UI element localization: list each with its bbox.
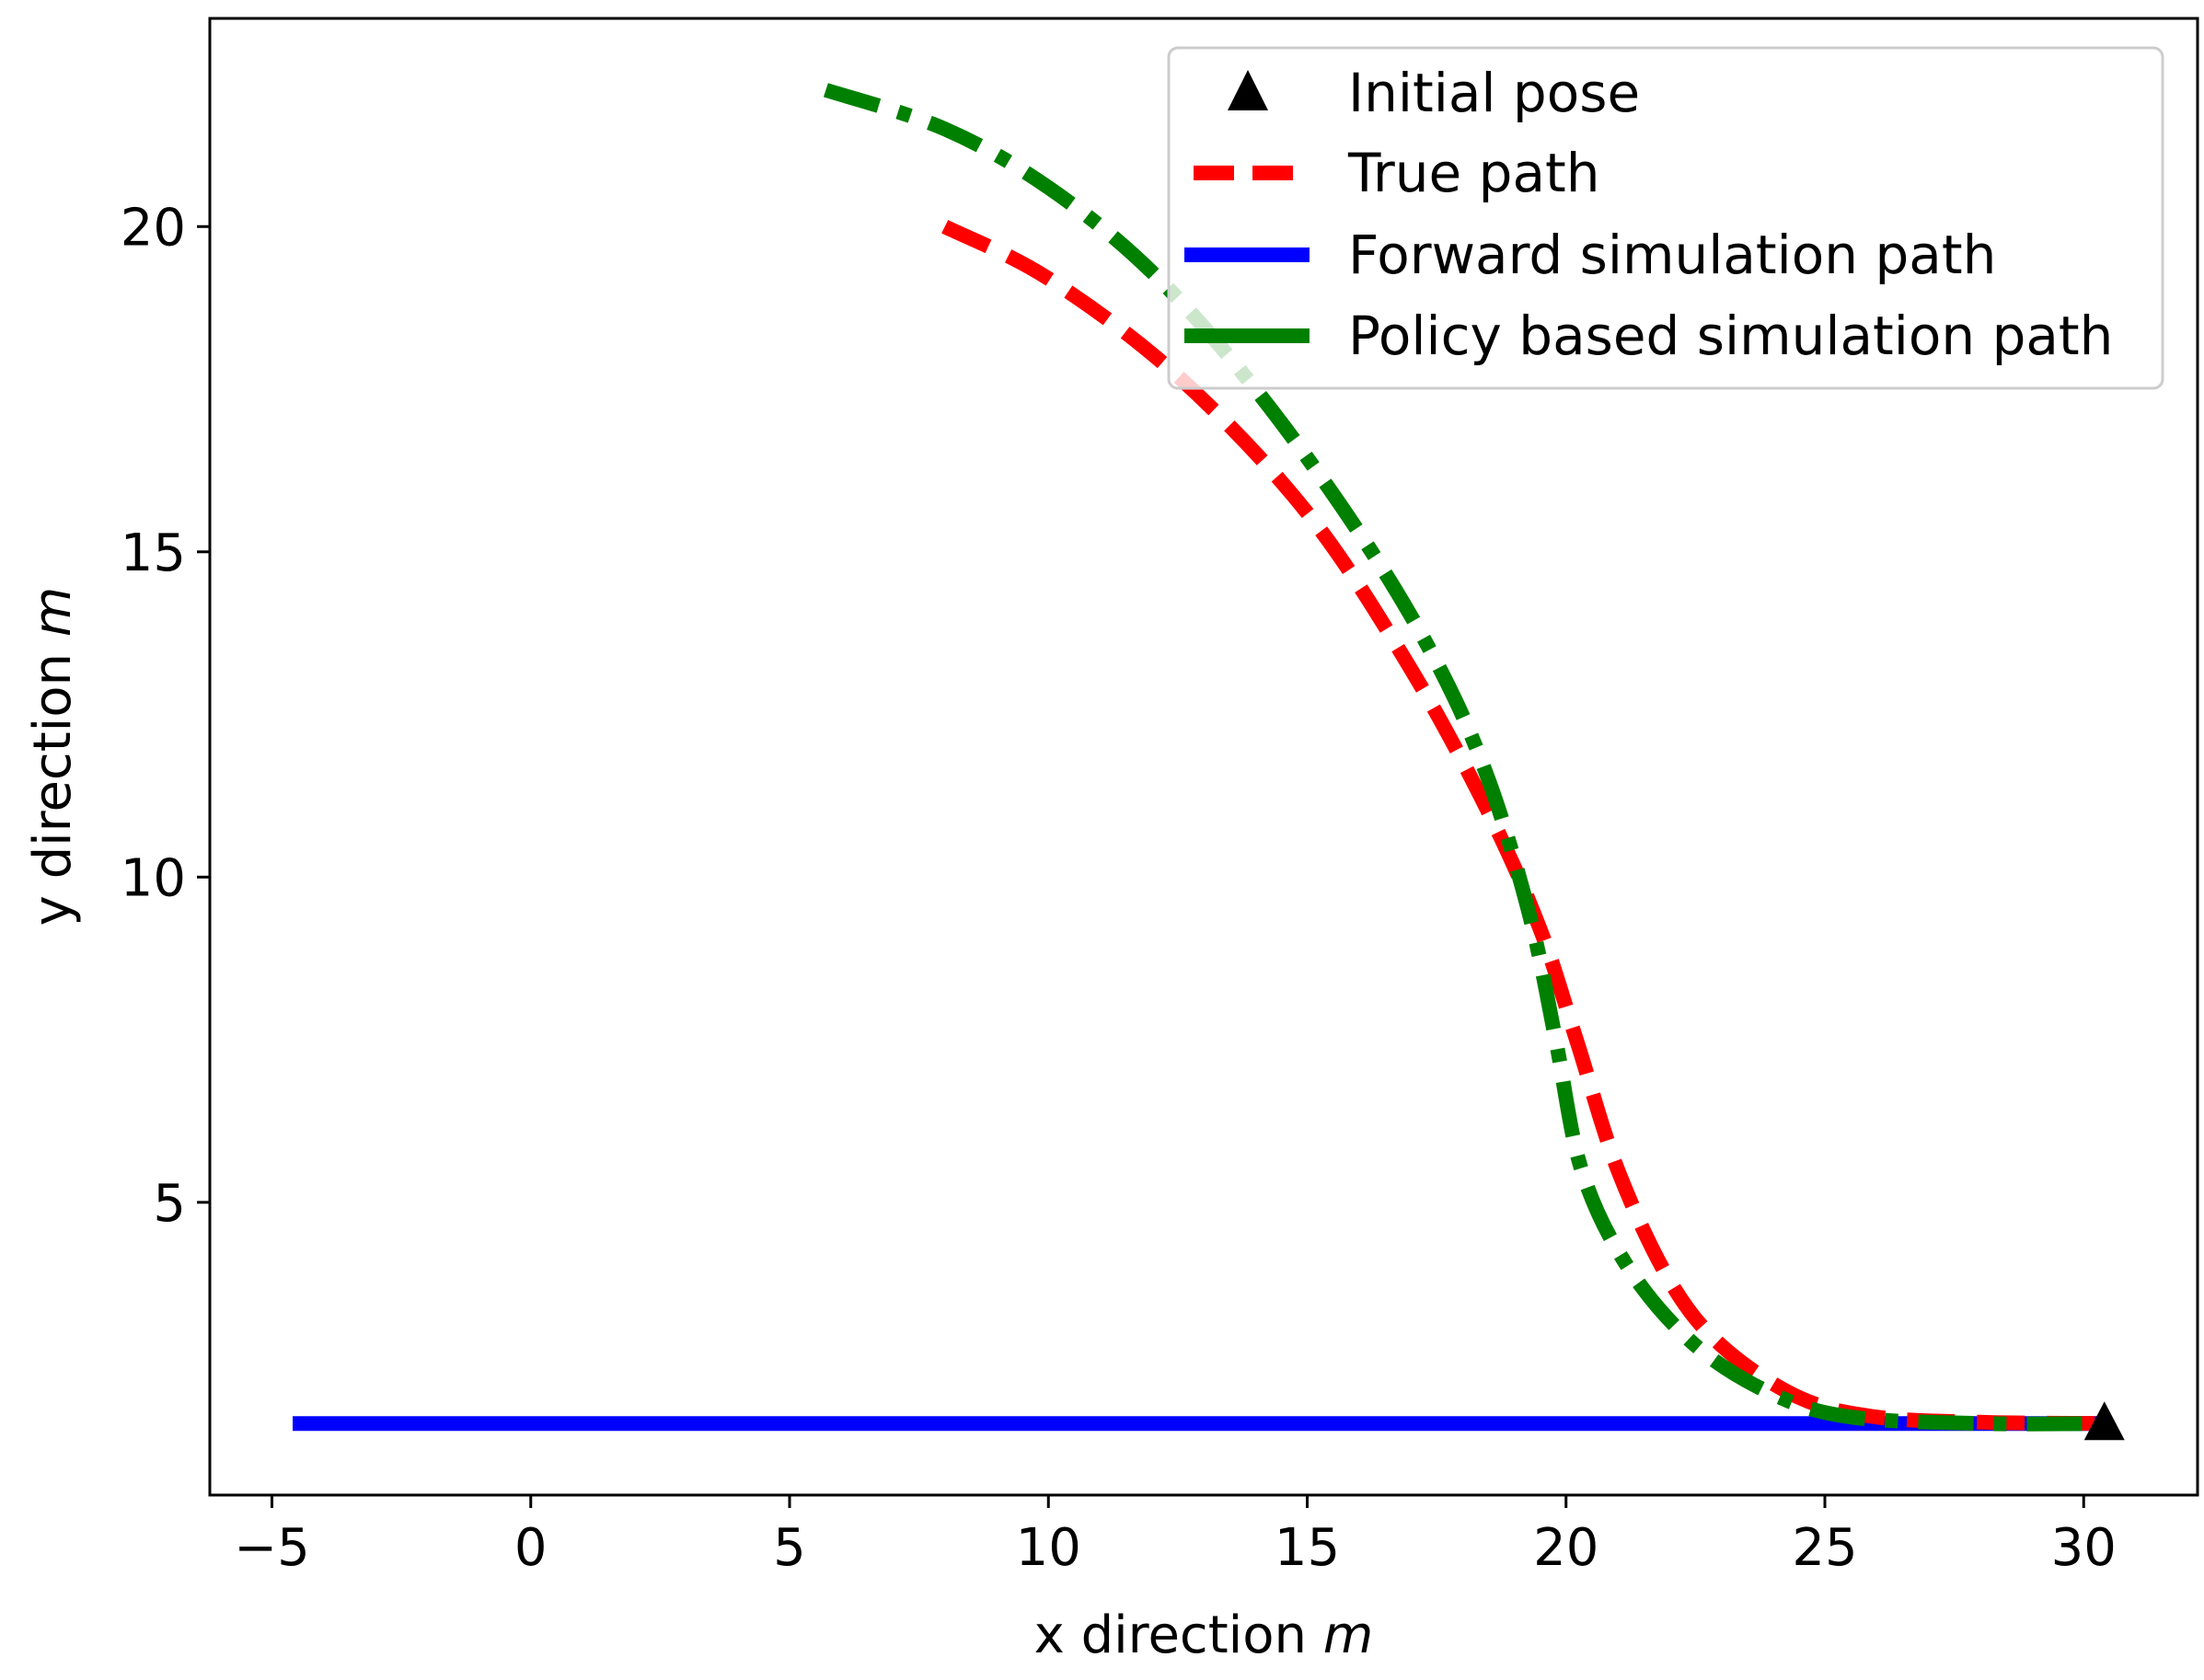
x-tick-label: 30: [2051, 1518, 2117, 1578]
y-axis-label-text: y direction: [23, 653, 83, 926]
y-tick-label: 5: [153, 1174, 186, 1234]
x-axis-label-unit: m: [1323, 1605, 1374, 1665]
y-axis-label: y direction m: [23, 587, 83, 926]
x-tick-label: 0: [514, 1518, 548, 1578]
series-layer: [293, 83, 2125, 1441]
legend-swatch-initial-pose: [1228, 70, 1268, 110]
y-tick-label: 15: [121, 524, 186, 583]
x-axis-label: x direction m: [1034, 1605, 1374, 1665]
x-axis-label-text: x direction: [1034, 1605, 1307, 1665]
legend-label-policy-based-simulation-path: Policy based simulation path: [1348, 305, 2113, 367]
legend-label-initial-pose: Initial pose: [1348, 62, 1640, 124]
legend-label-true-path: True path: [1347, 142, 1600, 204]
series-true-path: [941, 220, 2105, 1432]
legend: Initial pose True path Forward simulatio…: [1167, 46, 2164, 390]
legend-label-forward-simulation-path: Forward simulation path: [1348, 224, 1996, 286]
x-tick-label: 10: [1016, 1518, 1081, 1578]
legend-box: [1167, 46, 2164, 390]
x-tick-label: 5: [773, 1518, 806, 1578]
y-tick-label: 20: [121, 198, 186, 258]
series-policy-based-simulation-path: [823, 83, 2105, 1432]
initial-pose-marker: [2083, 1401, 2125, 1441]
x-tick-label: −5: [234, 1518, 310, 1578]
x-tick-label: 15: [1275, 1518, 1340, 1578]
ticks-layer: −5 0 5 10 15 20 25 30 5 10 15 20: [121, 198, 2117, 1578]
x-tick-label: 20: [1533, 1518, 1598, 1578]
x-tick-label: 25: [1792, 1518, 1857, 1578]
y-axis-label-unit: m: [23, 587, 83, 638]
y-tick-label: 10: [121, 848, 186, 908]
plot-frame: [208, 17, 2199, 1497]
